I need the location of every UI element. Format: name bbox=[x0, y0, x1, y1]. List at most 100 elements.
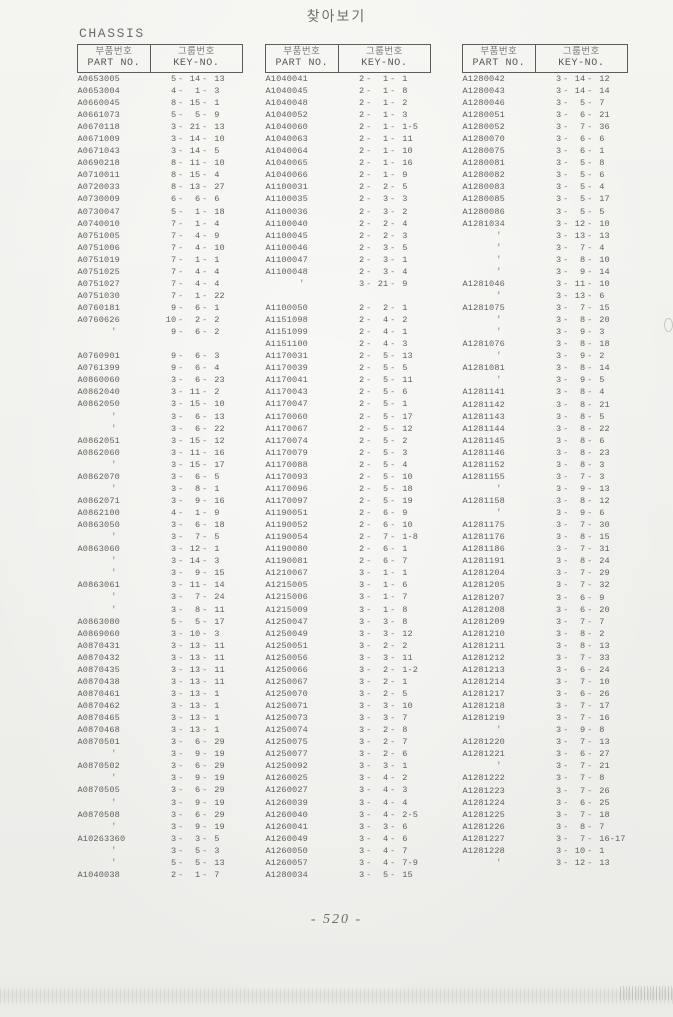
table-row[interactable]: A1281213 3-6-24 bbox=[463, 664, 628, 676]
table-row[interactable]: A1281158 3-8-12 bbox=[463, 495, 628, 507]
table-row[interactable]: A0870432 3-13-11 bbox=[78, 652, 243, 664]
table-row[interactable]: A1260057 3-4-7-9 bbox=[266, 857, 431, 869]
table-row[interactable]: A1281228 3-10-1 bbox=[463, 845, 628, 857]
table-row[interactable]: A0751025 7-4-4 bbox=[78, 266, 243, 278]
table-row[interactable]: A1281218 3-7-17 bbox=[463, 700, 628, 712]
table-row[interactable]: A0740010 7-1-4 bbox=[78, 218, 243, 230]
table-row[interactable]: A1100048 2-3-4 bbox=[266, 266, 431, 278]
table-row[interactable]: ′ 3-7-4 bbox=[463, 242, 628, 254]
table-row[interactable]: A1040041 2-1-1 bbox=[266, 72, 431, 85]
table-row[interactable]: A1281225 3-7-18 bbox=[463, 809, 628, 821]
table-row[interactable]: A1281220 3-7-13 bbox=[463, 736, 628, 748]
table-row[interactable]: ′ 3-5-3 bbox=[78, 845, 243, 857]
table-row[interactable]: A1210067 3-1-1 bbox=[266, 567, 431, 579]
table-row[interactable]: ′ 3-7-24 bbox=[78, 591, 243, 603]
table-row[interactable]: A1190080 2-6-1 bbox=[266, 543, 431, 555]
table-row[interactable]: A1170074 2-5-2 bbox=[266, 435, 431, 447]
table-row[interactable]: A1260027 3-4-3 bbox=[266, 784, 431, 796]
table-row[interactable]: A1250066 3-2-1-2 bbox=[266, 664, 431, 676]
table-row[interactable]: ′ 3-14-3 bbox=[78, 555, 243, 567]
table-row[interactable]: A1281205 3-7-32 bbox=[463, 579, 628, 591]
table-row[interactable]: ′ 3-8-1 bbox=[78, 483, 243, 495]
table-row[interactable]: A1281141 3-8-4 bbox=[463, 386, 628, 398]
table-row[interactable]: A1281175 3-7-30 bbox=[463, 519, 628, 531]
table-row[interactable]: A1280034 3-5-15 bbox=[266, 869, 431, 881]
table-row[interactable]: A1100046 2-3-5 bbox=[266, 242, 431, 254]
table-row[interactable]: A1170031 2-5-13 bbox=[266, 350, 431, 362]
table-row[interactable]: A0870501 3-6-29 bbox=[78, 736, 243, 748]
table-row[interactable]: A1250070 3-2-5 bbox=[266, 688, 431, 700]
table-row[interactable]: A1190052 2-6-10 bbox=[266, 519, 431, 531]
table-row[interactable]: A1280075 3-6-1 bbox=[463, 145, 628, 157]
table-row[interactable]: A0751019 7-1-1 bbox=[78, 254, 243, 266]
table-row[interactable]: A0751030 7-1-22 bbox=[78, 290, 243, 302]
table-row[interactable]: A0862050 3-15-10 bbox=[78, 398, 243, 410]
table-row[interactable]: A1281146 3-8-23 bbox=[463, 447, 628, 459]
table-row[interactable]: A0660045 8-15-1 bbox=[78, 97, 243, 109]
table-row[interactable]: ′ 3-8-20 bbox=[463, 314, 628, 326]
table-row[interactable]: A0863060 3-12-1 bbox=[78, 543, 243, 555]
table-row[interactable]: A1040060 2-1-1-5 bbox=[266, 121, 431, 133]
table-row[interactable]: A0760626 10-2-2 bbox=[78, 314, 243, 326]
table-row[interactable]: A1281081 3-8-14 bbox=[463, 362, 628, 374]
table-row[interactable]: A1260041 3-3-6 bbox=[266, 821, 431, 833]
table-row[interactable]: ′ 3-13-13 bbox=[463, 230, 628, 242]
table-row[interactable]: A1281219 3-7-16 bbox=[463, 712, 628, 724]
table-row[interactable]: A1281226 3-8-7 bbox=[463, 821, 628, 833]
table-row[interactable]: A0653004 4-1-3 bbox=[78, 85, 243, 97]
table-row[interactable]: A1281152 3-8-3 bbox=[463, 459, 628, 471]
table-row[interactable]: ′ 3-6-13 bbox=[78, 411, 243, 423]
table-row[interactable]: A1190051 2-6-9 bbox=[266, 507, 431, 519]
table-row[interactable]: ′ 3-13-6 bbox=[463, 290, 628, 302]
table-row[interactable]: A0862051 3-15-12 bbox=[78, 435, 243, 447]
table-row[interactable]: A0870465 3-13-1 bbox=[78, 712, 243, 724]
table-row[interactable]: A0870502 3-6-29 bbox=[78, 760, 243, 772]
table-row[interactable]: A1040038 2-1-7 bbox=[78, 869, 243, 881]
table-row[interactable]: A1100045 2-2-3 bbox=[266, 230, 431, 242]
table-row[interactable]: A1250092 3-3-1 bbox=[266, 760, 431, 772]
table-row[interactable]: A1170060 2-5-17 bbox=[266, 411, 431, 423]
table-row[interactable]: A0862100 4-1-9 bbox=[78, 507, 243, 519]
table-row[interactable]: A1100031 2-2-5 bbox=[266, 181, 431, 193]
table-row[interactable]: ′ 3-9-19 bbox=[78, 797, 243, 809]
table-row[interactable]: A1100047 2-3-1 bbox=[266, 254, 431, 266]
table-row[interactable]: A1215009 3-1-8 bbox=[266, 604, 431, 616]
table-row[interactable]: A0760181 9-6-1 bbox=[78, 302, 243, 314]
table-row[interactable]: A0690218 8-11-10 bbox=[78, 157, 243, 169]
table-row[interactable]: A1151098 2-4-2 bbox=[266, 314, 431, 326]
table-row[interactable]: A1260025 3-4-2 bbox=[266, 772, 431, 784]
table-row[interactable]: A0710011 8-15-4 bbox=[78, 169, 243, 181]
table-row[interactable]: A1040045 2-1-8 bbox=[266, 85, 431, 97]
table-row[interactable]: A0860060 3-6-23 bbox=[78, 374, 243, 386]
table-row[interactable]: ′ 3-15-17 bbox=[78, 459, 243, 471]
table-row[interactable]: A1281209 3-7-7 bbox=[463, 616, 628, 628]
table-row[interactable]: A1170079 2-5-3 bbox=[266, 447, 431, 459]
table-row[interactable]: A1281076 3-8-18 bbox=[463, 338, 628, 350]
table-row[interactable]: A1280086 3-5-5 bbox=[463, 206, 628, 218]
table-row[interactable]: A1281221 3-6-27 bbox=[463, 748, 628, 760]
table-row[interactable]: A1250074 3-2-8 bbox=[266, 724, 431, 736]
table-row[interactable]: A0862060 3-11-16 bbox=[78, 447, 243, 459]
table-row[interactable]: A1250049 3-3-12 bbox=[266, 628, 431, 640]
table-row[interactable]: A1281211 3-8-13 bbox=[463, 640, 628, 652]
table-row[interactable]: ′ 3-9-8 bbox=[463, 724, 628, 736]
table-row[interactable]: ′ 3-9-19 bbox=[78, 772, 243, 784]
table-row[interactable]: A0862040 3-11-2 bbox=[78, 386, 243, 398]
table-row[interactable]: A0751005 7-4-9 bbox=[78, 230, 243, 242]
table-row[interactable]: A0730047 5-1-18 bbox=[78, 206, 243, 218]
table-row[interactable]: A1100050 2-2-1 bbox=[266, 302, 431, 314]
table-row[interactable]: A1170096 2-5-18 bbox=[266, 483, 431, 495]
table-row[interactable]: A1281143 3-8-5 bbox=[463, 411, 628, 423]
table-row[interactable]: A1281176 3-8-15 bbox=[463, 531, 628, 543]
table-row[interactable]: A1280085 3-5-17 bbox=[463, 193, 628, 205]
table-row[interactable]: A1280051 3-6-21 bbox=[463, 109, 628, 121]
table-row[interactable]: A1190081 2-6-7 bbox=[266, 555, 431, 567]
table-row[interactable]: A1281227 3-7-16-17 bbox=[463, 833, 628, 845]
table-row[interactable]: A1250051 3-2-2 bbox=[266, 640, 431, 652]
table-row[interactable]: A1280046 3-5-7 bbox=[463, 97, 628, 109]
table-row[interactable]: A1250075 3-2-7 bbox=[266, 736, 431, 748]
table-row[interactable]: A1281155 3-7-3 bbox=[463, 471, 628, 483]
table-row[interactable]: A1040063 2-1-11 bbox=[266, 133, 431, 145]
table-row[interactable]: A1281191 3-8-24 bbox=[463, 555, 628, 567]
table-row[interactable]: ′ 3-9-13 bbox=[463, 483, 628, 495]
